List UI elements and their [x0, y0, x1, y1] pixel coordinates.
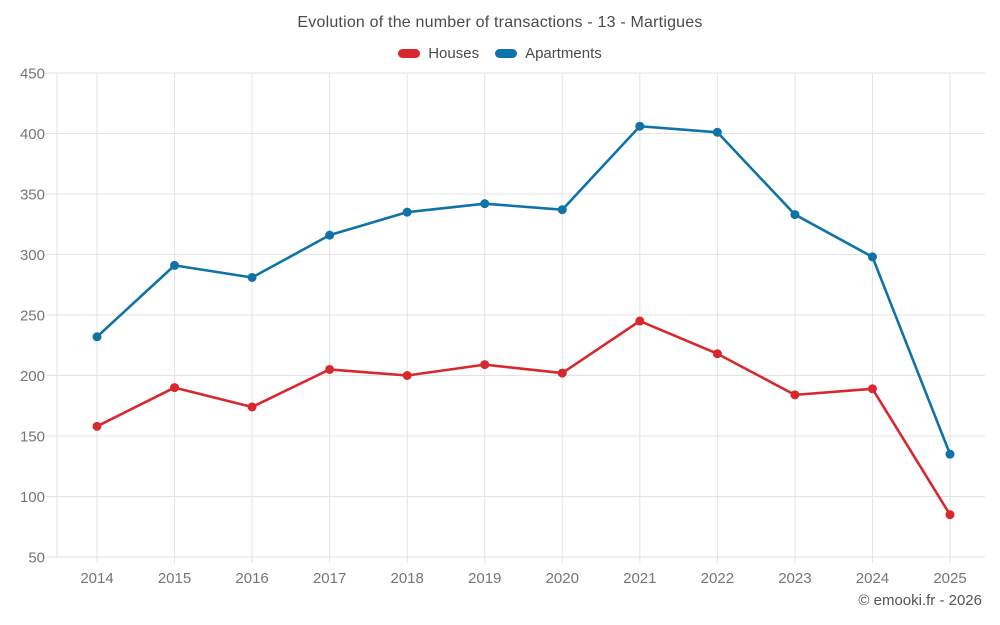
chart-title: Evolution of the number of transactions … [297, 14, 703, 31]
chart-legend: Houses Apartments [0, 45, 1000, 62]
svg-text:300: 300 [20, 247, 45, 264]
svg-text:2021: 2021 [623, 570, 656, 587]
legend-item-apartments[interactable]: Apartments [495, 45, 602, 62]
houses-legend-swatch-icon [398, 49, 421, 58]
svg-text:450: 450 [20, 66, 45, 83]
svg-text:2024: 2024 [856, 570, 889, 587]
svg-text:2023: 2023 [778, 570, 811, 587]
svg-text:2018: 2018 [390, 570, 423, 587]
copyright-watermark: © emooki.fr - 2026 [858, 592, 982, 609]
svg-text:150: 150 [20, 429, 45, 446]
svg-text:2020: 2020 [546, 570, 579, 587]
legend-label-houses: Houses [428, 45, 480, 62]
svg-text:2022: 2022 [701, 570, 734, 587]
svg-text:50: 50 [28, 550, 45, 567]
svg-text:400: 400 [20, 126, 45, 143]
svg-text:200: 200 [20, 368, 45, 385]
legend-item-houses[interactable]: Houses [398, 45, 479, 62]
svg-text:2016: 2016 [235, 570, 268, 587]
apartments-legend-swatch-icon [495, 49, 518, 58]
svg-text:100: 100 [20, 489, 45, 506]
svg-text:2014: 2014 [80, 570, 113, 587]
svg-text:2015: 2015 [158, 570, 191, 587]
svg-text:250: 250 [20, 308, 45, 325]
svg-text:2019: 2019 [468, 570, 501, 587]
svg-text:2017: 2017 [313, 570, 346, 587]
legend-label-apartments: Apartments [525, 45, 602, 62]
svg-text:2025: 2025 [933, 570, 966, 587]
svg-text:350: 350 [20, 187, 45, 204]
